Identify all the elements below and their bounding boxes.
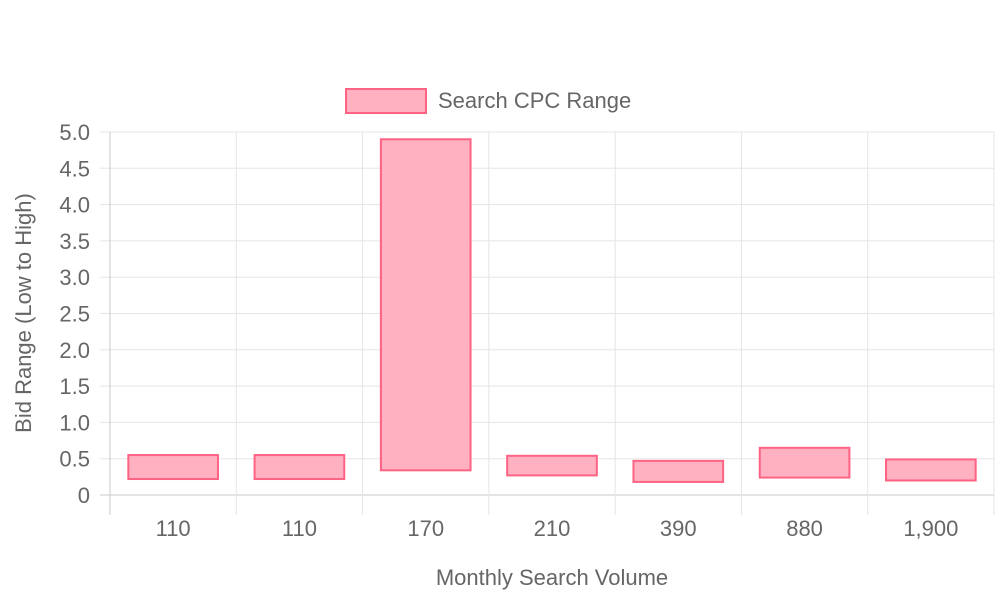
y-tick-label: 4.5 [59,156,90,181]
y-tick-label: 1.5 [59,374,90,399]
y-tick-label: 0.5 [59,447,90,472]
legend[interactable]: Search CPC Range [345,88,631,114]
x-axis-ticks: 110 110 170 210 390 880 1,900 [156,516,959,541]
y-tick-label: 3.0 [59,265,90,290]
range-bar[interactable] [506,454,598,477]
y-tick-label: 0 [78,483,90,508]
range-bar[interactable] [127,454,219,481]
y-tick-label: 2.0 [59,338,90,363]
y-axis-ticks: 0 0.5 1.0 1.5 2.0 2.5 3.0 3.5 4.0 4.5 5.0 [59,120,90,508]
legend-swatch-search-cpc-range[interactable] [345,88,427,114]
y-axis-title: Bid Range (Low to High) [11,193,36,433]
y-tick-label: 2.5 [59,302,90,327]
range-bar[interactable] [379,138,472,472]
range-bar[interactable] [885,458,977,482]
range-bar[interactable] [758,446,851,479]
x-tick-label: 170 [407,516,444,541]
y-tick-label: 1.0 [59,410,90,435]
x-tick-label: 210 [534,516,571,541]
x-tick-label: 390 [660,516,697,541]
x-tick-label: 880 [786,516,823,541]
legend-label[interactable]: Search CPC Range [438,88,631,113]
x-tick-label: 110 [282,516,317,541]
y-tick-label: 5.0 [59,120,90,145]
bars [127,138,977,483]
y-tick-label: 4.0 [59,193,90,218]
x-tick-label: 110 [156,516,191,541]
range-bar[interactable] [253,454,346,481]
range-bar[interactable] [632,459,725,483]
x-axis-title: Monthly Search Volume [436,565,668,590]
grid-lines [100,131,995,515]
x-tick-label: 1,900 [903,516,958,541]
y-tick-label: 3.5 [59,229,90,254]
